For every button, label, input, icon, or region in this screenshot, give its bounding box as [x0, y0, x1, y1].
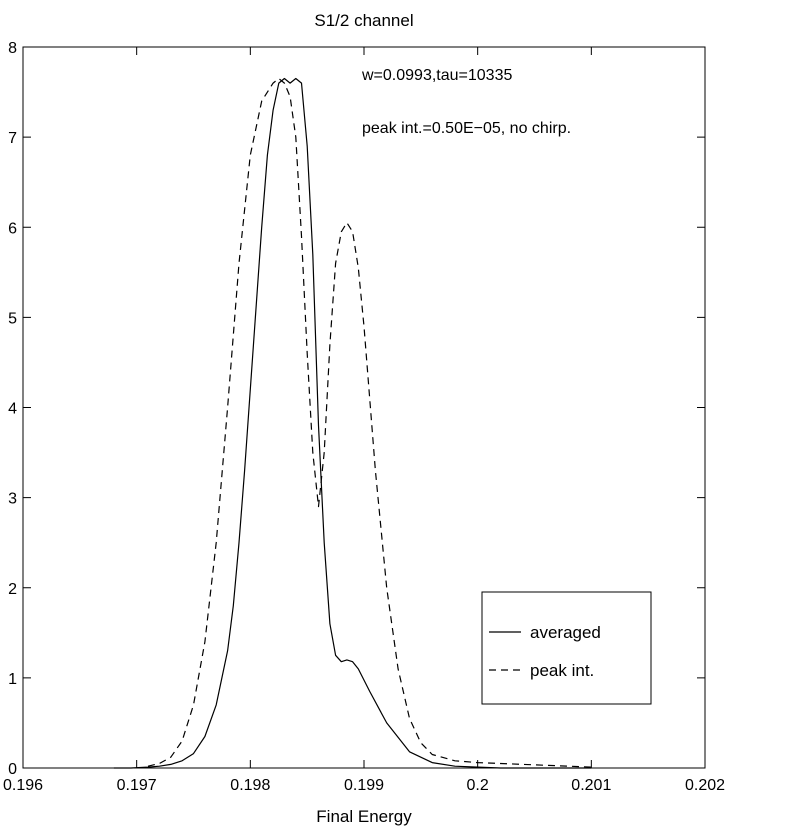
tick-layer: 0.196 0.197 0.198 0.199 0.2 0.201 0.202 0 1 2 3 4 5 6… [3, 40, 725, 794]
series-line-averaged [113, 77, 592, 769]
x-tick-label: 0.198 [230, 777, 270, 794]
legend-label-peak-int: peak int. [530, 661, 594, 680]
y-tick-label: 0 [8, 761, 17, 778]
x-tick-label: 0.2 [467, 777, 489, 794]
legend: averaged peak int. [481, 591, 652, 705]
legend-label-averaged: averaged [530, 623, 601, 642]
plot-area: 0.196 0.197 0.198 0.199 0.2 0.201 0.202 0 1 2 3 4 5 6… [3, 40, 725, 794]
legend-box [481, 591, 652, 705]
chart-title: S1/2 channel [314, 11, 413, 30]
x-tick-label: 0.197 [117, 777, 157, 794]
x-tick-label: 0.202 [685, 777, 725, 794]
y-tick-label: 3 [8, 491, 17, 508]
x-tick-label: 0.196 [3, 777, 43, 794]
series-layer [113, 77, 592, 769]
x-axis-label: Final Energy [316, 807, 412, 826]
x-tick-label: 0.201 [571, 777, 611, 794]
y-tick-label: 2 [8, 581, 17, 598]
y-tick-label: 8 [8, 40, 17, 57]
y-tick-label: 6 [8, 220, 17, 237]
y-tick-label: 4 [8, 401, 17, 418]
annotation-peak: peak int.=0.50E−05, no chirp. [362, 120, 571, 137]
x-tick-label: 0.199 [344, 777, 384, 794]
annotation-params: w=0.0993,tau=10335 [361, 67, 512, 84]
y-tick-label: 5 [8, 310, 17, 327]
y-tick-label: 1 [8, 671, 17, 688]
y-tick-label: 7 [8, 130, 17, 147]
series-line-peak-int [147, 77, 592, 768]
